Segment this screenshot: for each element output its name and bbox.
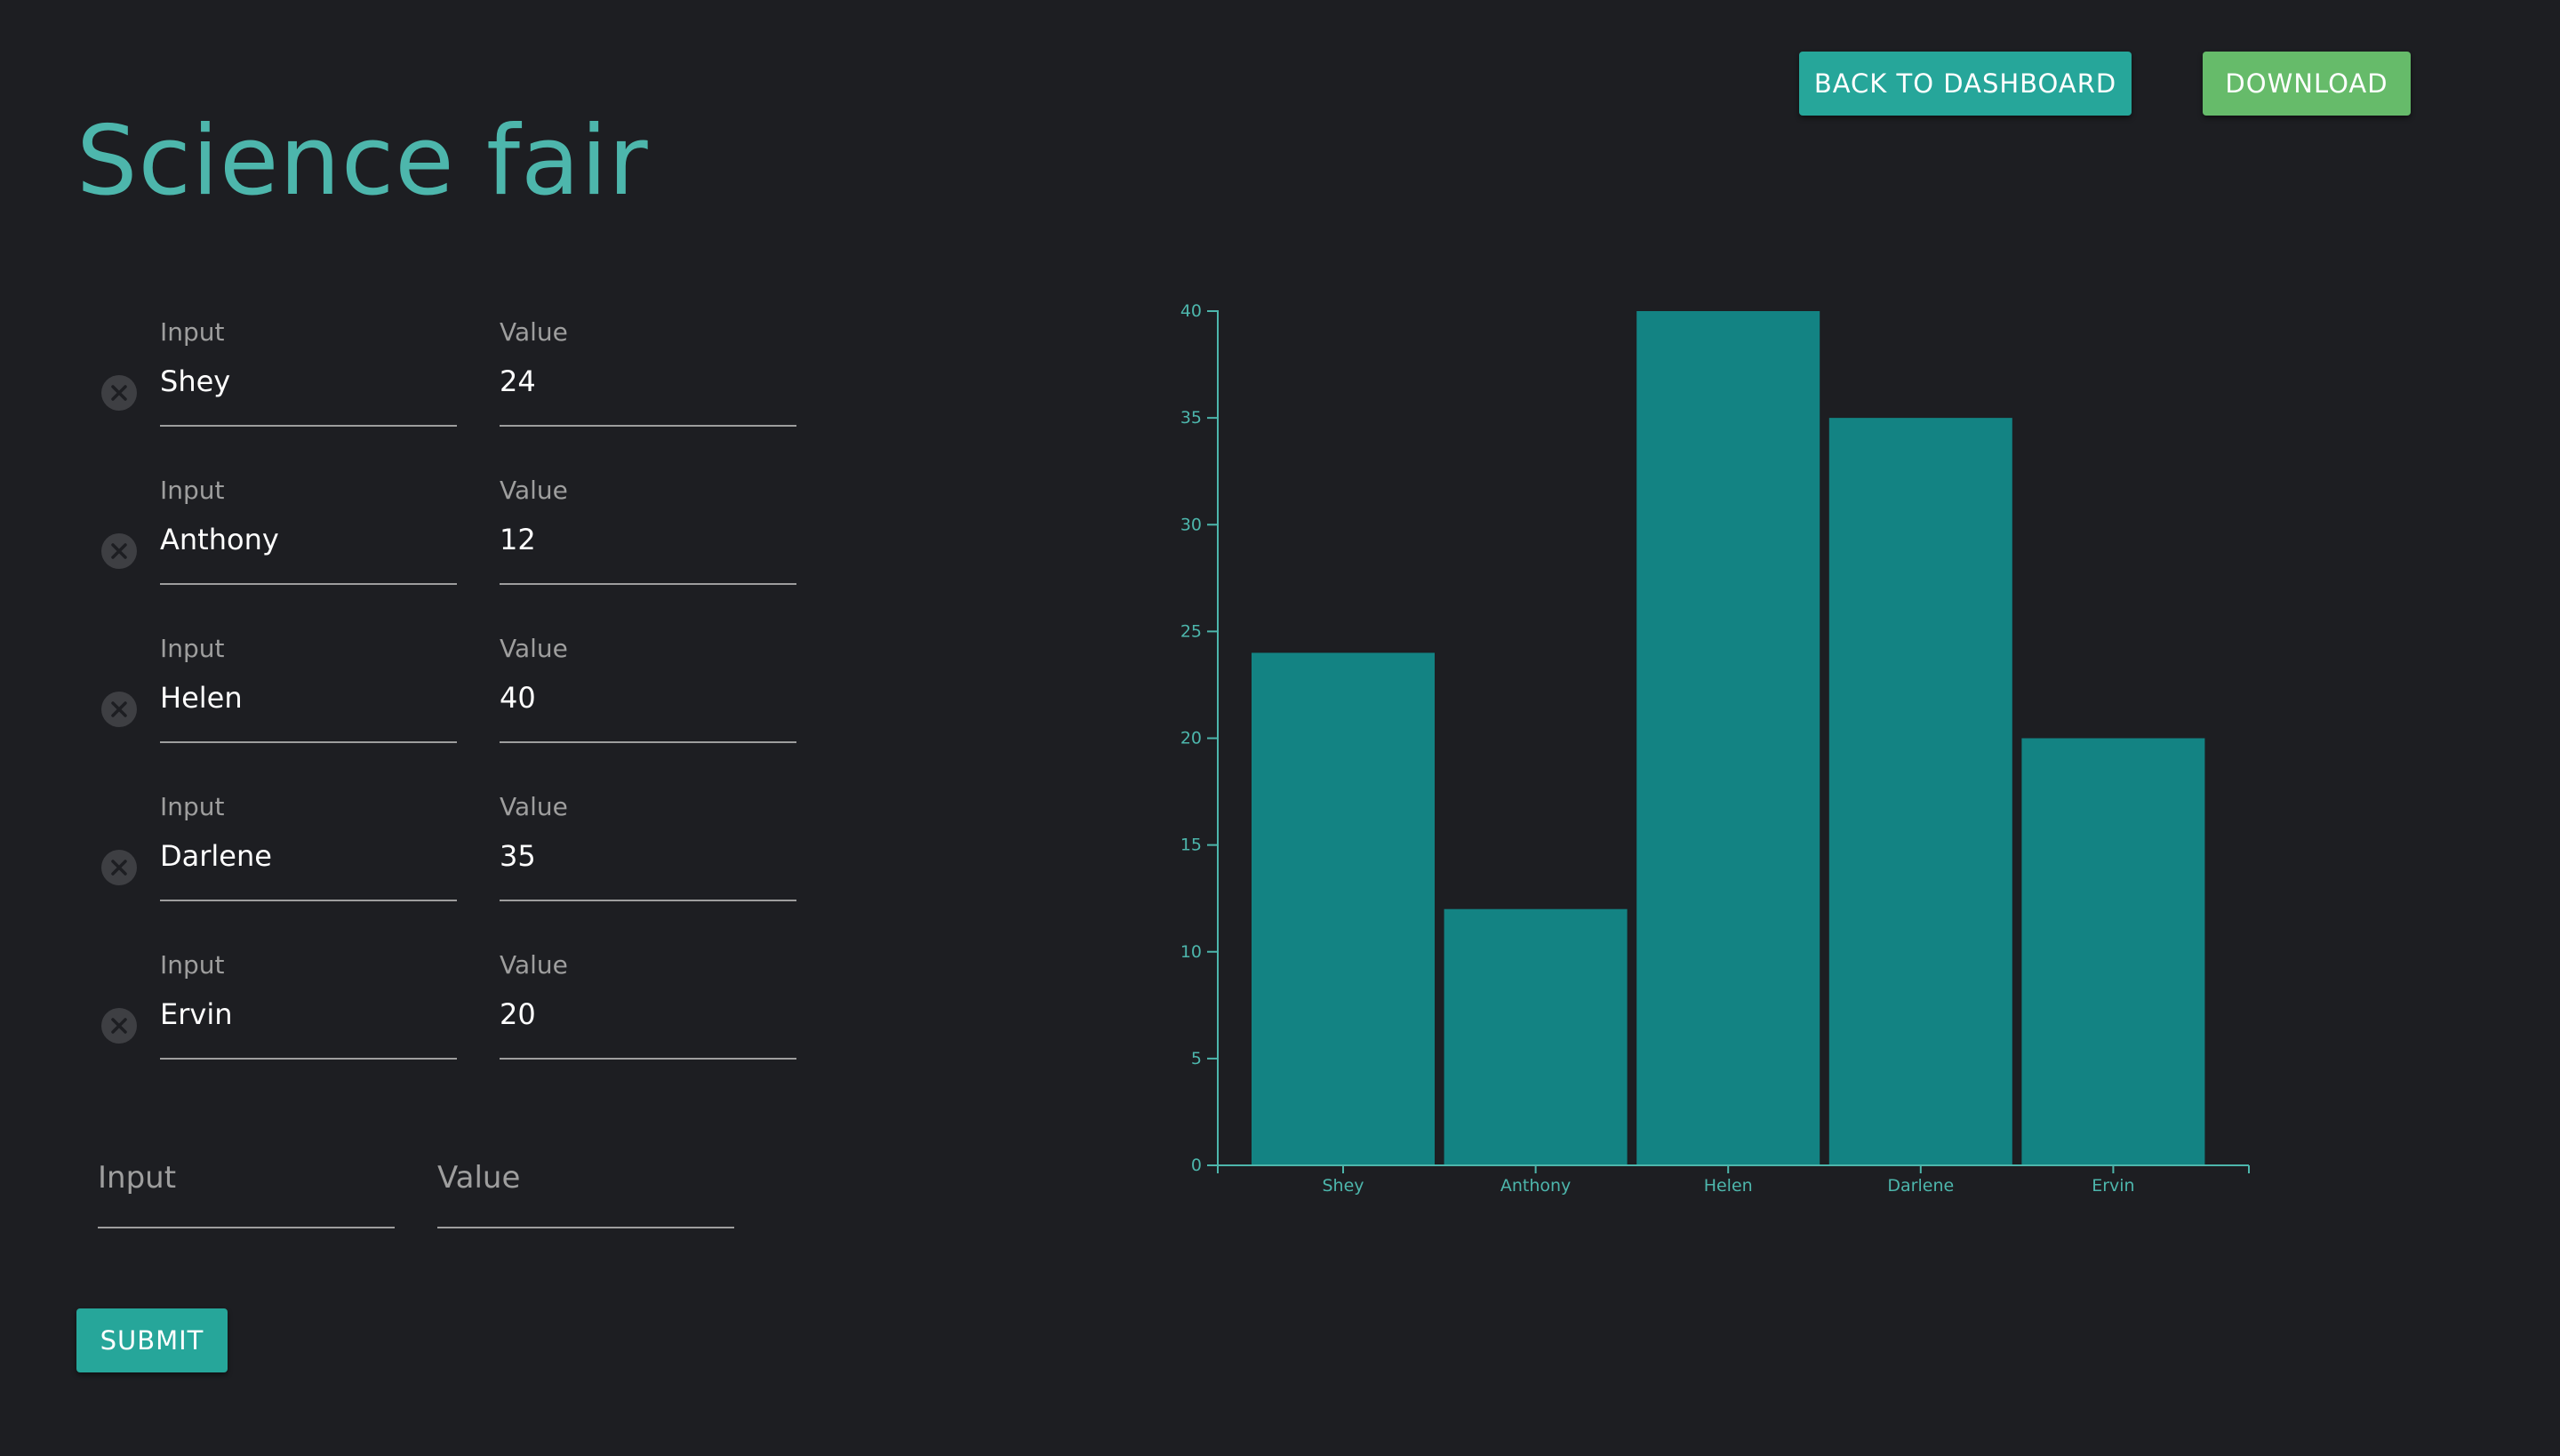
y-tick-label: 25 (1180, 621, 1202, 641)
value-field-value[interactable]: 20 (500, 997, 536, 1031)
value-field: Value 24 (500, 316, 796, 434)
y-tick-label: 10 (1180, 942, 1202, 962)
y-tick-label: 20 (1180, 729, 1202, 748)
input-field: Input Darlene (160, 791, 457, 908)
value-field-underline (500, 583, 796, 585)
input-field-underline (160, 425, 457, 427)
chart-bar (1636, 311, 1820, 1165)
remove-row-button[interactable] (101, 375, 137, 411)
y-tick-label: 35 (1180, 408, 1202, 428)
submit-button[interactable]: SUBMIT (76, 1308, 228, 1372)
form-row: Input Ervin Value 20 (0, 949, 889, 1092)
value-field: Value 35 (500, 791, 796, 908)
x-tick-label: Darlene (1887, 1176, 1954, 1196)
new-value-underline (437, 1227, 734, 1228)
value-field-label: Value (500, 950, 568, 980)
new-value-field[interactable]: Value (437, 1156, 734, 1228)
value-field-label: Value (500, 792, 568, 821)
close-icon (111, 701, 127, 717)
form-row: Input Darlene Value 35 (0, 791, 889, 933)
input-field-label: Input (160, 950, 225, 980)
new-input-underline (98, 1227, 395, 1228)
new-input-field[interactable]: Input (98, 1156, 395, 1228)
download-button[interactable]: DOWNLOAD (2203, 52, 2411, 116)
input-field-label: Input (160, 634, 225, 663)
page-title: Science fair (76, 106, 649, 217)
form-row: Input Helen Value 40 (0, 633, 889, 775)
form-row: Input Anthony Value 12 (0, 475, 889, 617)
value-field-value[interactable]: 24 (500, 364, 536, 398)
value-field-underline (500, 900, 796, 901)
value-field-label: Value (500, 317, 568, 347)
value-field: Value 12 (500, 475, 796, 592)
close-icon (111, 1018, 127, 1034)
input-field-label: Input (160, 476, 225, 505)
value-field-value[interactable]: 35 (500, 839, 536, 873)
input-field-underline (160, 900, 457, 901)
remove-row-button[interactable] (101, 533, 137, 569)
new-input-placeholder: Input (98, 1160, 177, 1196)
input-field-label: Input (160, 317, 225, 347)
input-field-label: Input (160, 792, 225, 821)
form-row: Input Shey Value 24 (0, 316, 889, 459)
input-field-underline (160, 741, 457, 743)
new-value-placeholder: Value (437, 1160, 521, 1196)
chart-bar (1444, 908, 1628, 1165)
chart-bar (1252, 652, 1435, 1165)
input-field: Input Anthony (160, 475, 457, 592)
x-tick-label: Ervin (2092, 1176, 2134, 1196)
input-field-value[interactable]: Anthony (160, 523, 279, 556)
value-field-value[interactable]: 12 (500, 523, 536, 556)
value-field-underline (500, 425, 796, 427)
remove-row-button[interactable] (101, 850, 137, 885)
input-field-value[interactable]: Shey (160, 364, 231, 398)
input-field: Input Shey (160, 316, 457, 434)
x-tick-label: Helen (1704, 1176, 1753, 1196)
value-field-underline (500, 1058, 796, 1060)
value-field: Value 20 (500, 949, 796, 1067)
value-field-label: Value (500, 476, 568, 505)
chart-bar (2021, 738, 2205, 1165)
remove-row-button[interactable] (101, 1008, 137, 1044)
y-tick-label: 0 (1191, 1156, 1202, 1175)
input-field-value[interactable]: Darlene (160, 839, 272, 873)
y-tick-label: 30 (1180, 515, 1202, 534)
y-tick-label: 15 (1180, 836, 1202, 855)
chart-bar (1828, 418, 2012, 1165)
input-field-underline (160, 583, 457, 585)
value-field: Value 40 (500, 633, 796, 750)
y-tick-label: 40 (1180, 301, 1202, 321)
close-icon (111, 543, 127, 559)
back-to-dashboard-button[interactable]: BACK TO DASHBOARD (1799, 52, 2132, 116)
x-tick-label: Anthony (1500, 1176, 1571, 1196)
input-field: Input Ervin (160, 949, 457, 1067)
x-tick-label: Shey (1322, 1176, 1364, 1196)
value-field-underline (500, 741, 796, 743)
value-field-label: Value (500, 634, 568, 663)
value-field-value[interactable]: 40 (500, 681, 536, 715)
input-field: Input Helen (160, 633, 457, 750)
input-field-value[interactable]: Helen (160, 681, 243, 715)
remove-row-button[interactable] (101, 692, 137, 727)
input-field-underline (160, 1058, 457, 1060)
close-icon (111, 860, 127, 876)
input-field-value[interactable]: Ervin (160, 997, 233, 1031)
y-tick-label: 5 (1191, 1049, 1202, 1068)
close-icon (111, 385, 127, 401)
